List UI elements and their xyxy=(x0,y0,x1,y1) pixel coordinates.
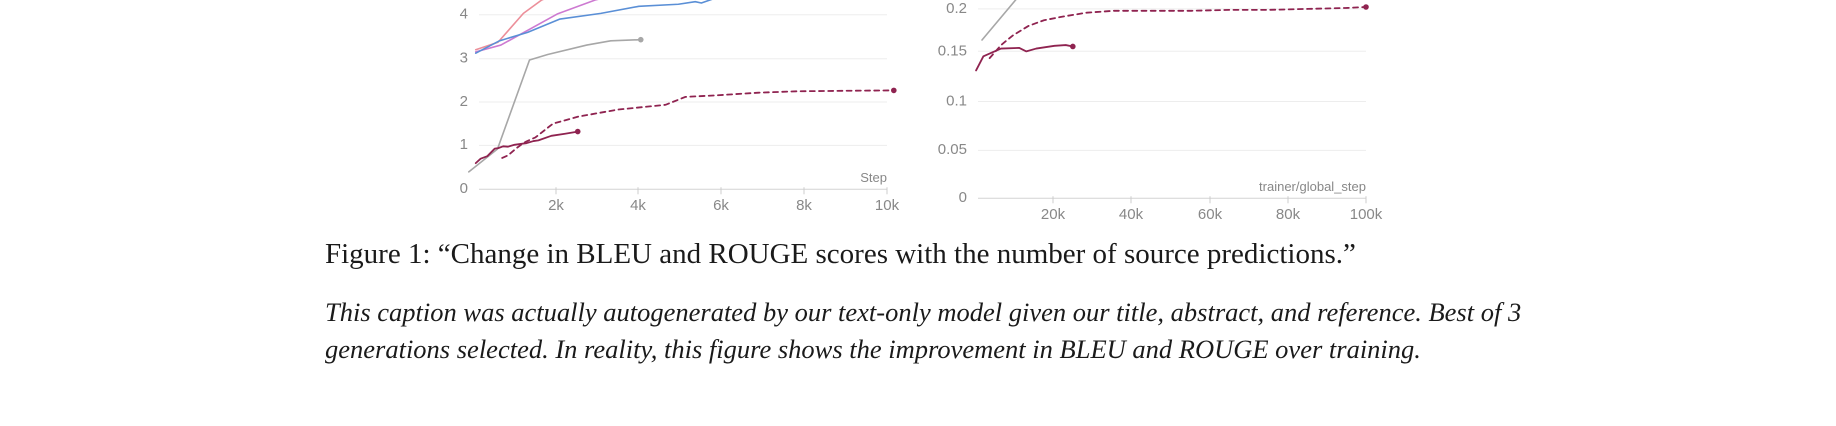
svg-text:3: 3 xyxy=(460,50,468,67)
svg-text:10k: 10k xyxy=(875,197,900,214)
svg-text:100k: 100k xyxy=(1350,206,1383,223)
svg-text:trainer/global_step: trainer/global_step xyxy=(1259,179,1366,194)
svg-text:4: 4 xyxy=(460,6,468,23)
svg-text:8k: 8k xyxy=(796,197,812,214)
svg-text:4k: 4k xyxy=(630,197,646,214)
svg-text:0.2: 0.2 xyxy=(946,0,967,17)
svg-text:0.15: 0.15 xyxy=(938,42,967,59)
svg-text:40k: 40k xyxy=(1119,206,1144,223)
svg-text:80k: 80k xyxy=(1276,206,1301,223)
svg-text:Step: Step xyxy=(860,170,887,185)
svg-text:2: 2 xyxy=(460,93,468,110)
svg-text:60k: 60k xyxy=(1198,206,1223,223)
svg-text:0: 0 xyxy=(460,180,468,197)
svg-text:0.05: 0.05 xyxy=(938,141,967,158)
svg-text:2k: 2k xyxy=(548,197,564,214)
svg-text:1: 1 xyxy=(460,136,468,153)
svg-text:20k: 20k xyxy=(1041,206,1066,223)
svg-text:0.1: 0.1 xyxy=(946,93,967,110)
svg-text:0: 0 xyxy=(959,189,967,206)
svg-text:6k: 6k xyxy=(713,197,729,214)
